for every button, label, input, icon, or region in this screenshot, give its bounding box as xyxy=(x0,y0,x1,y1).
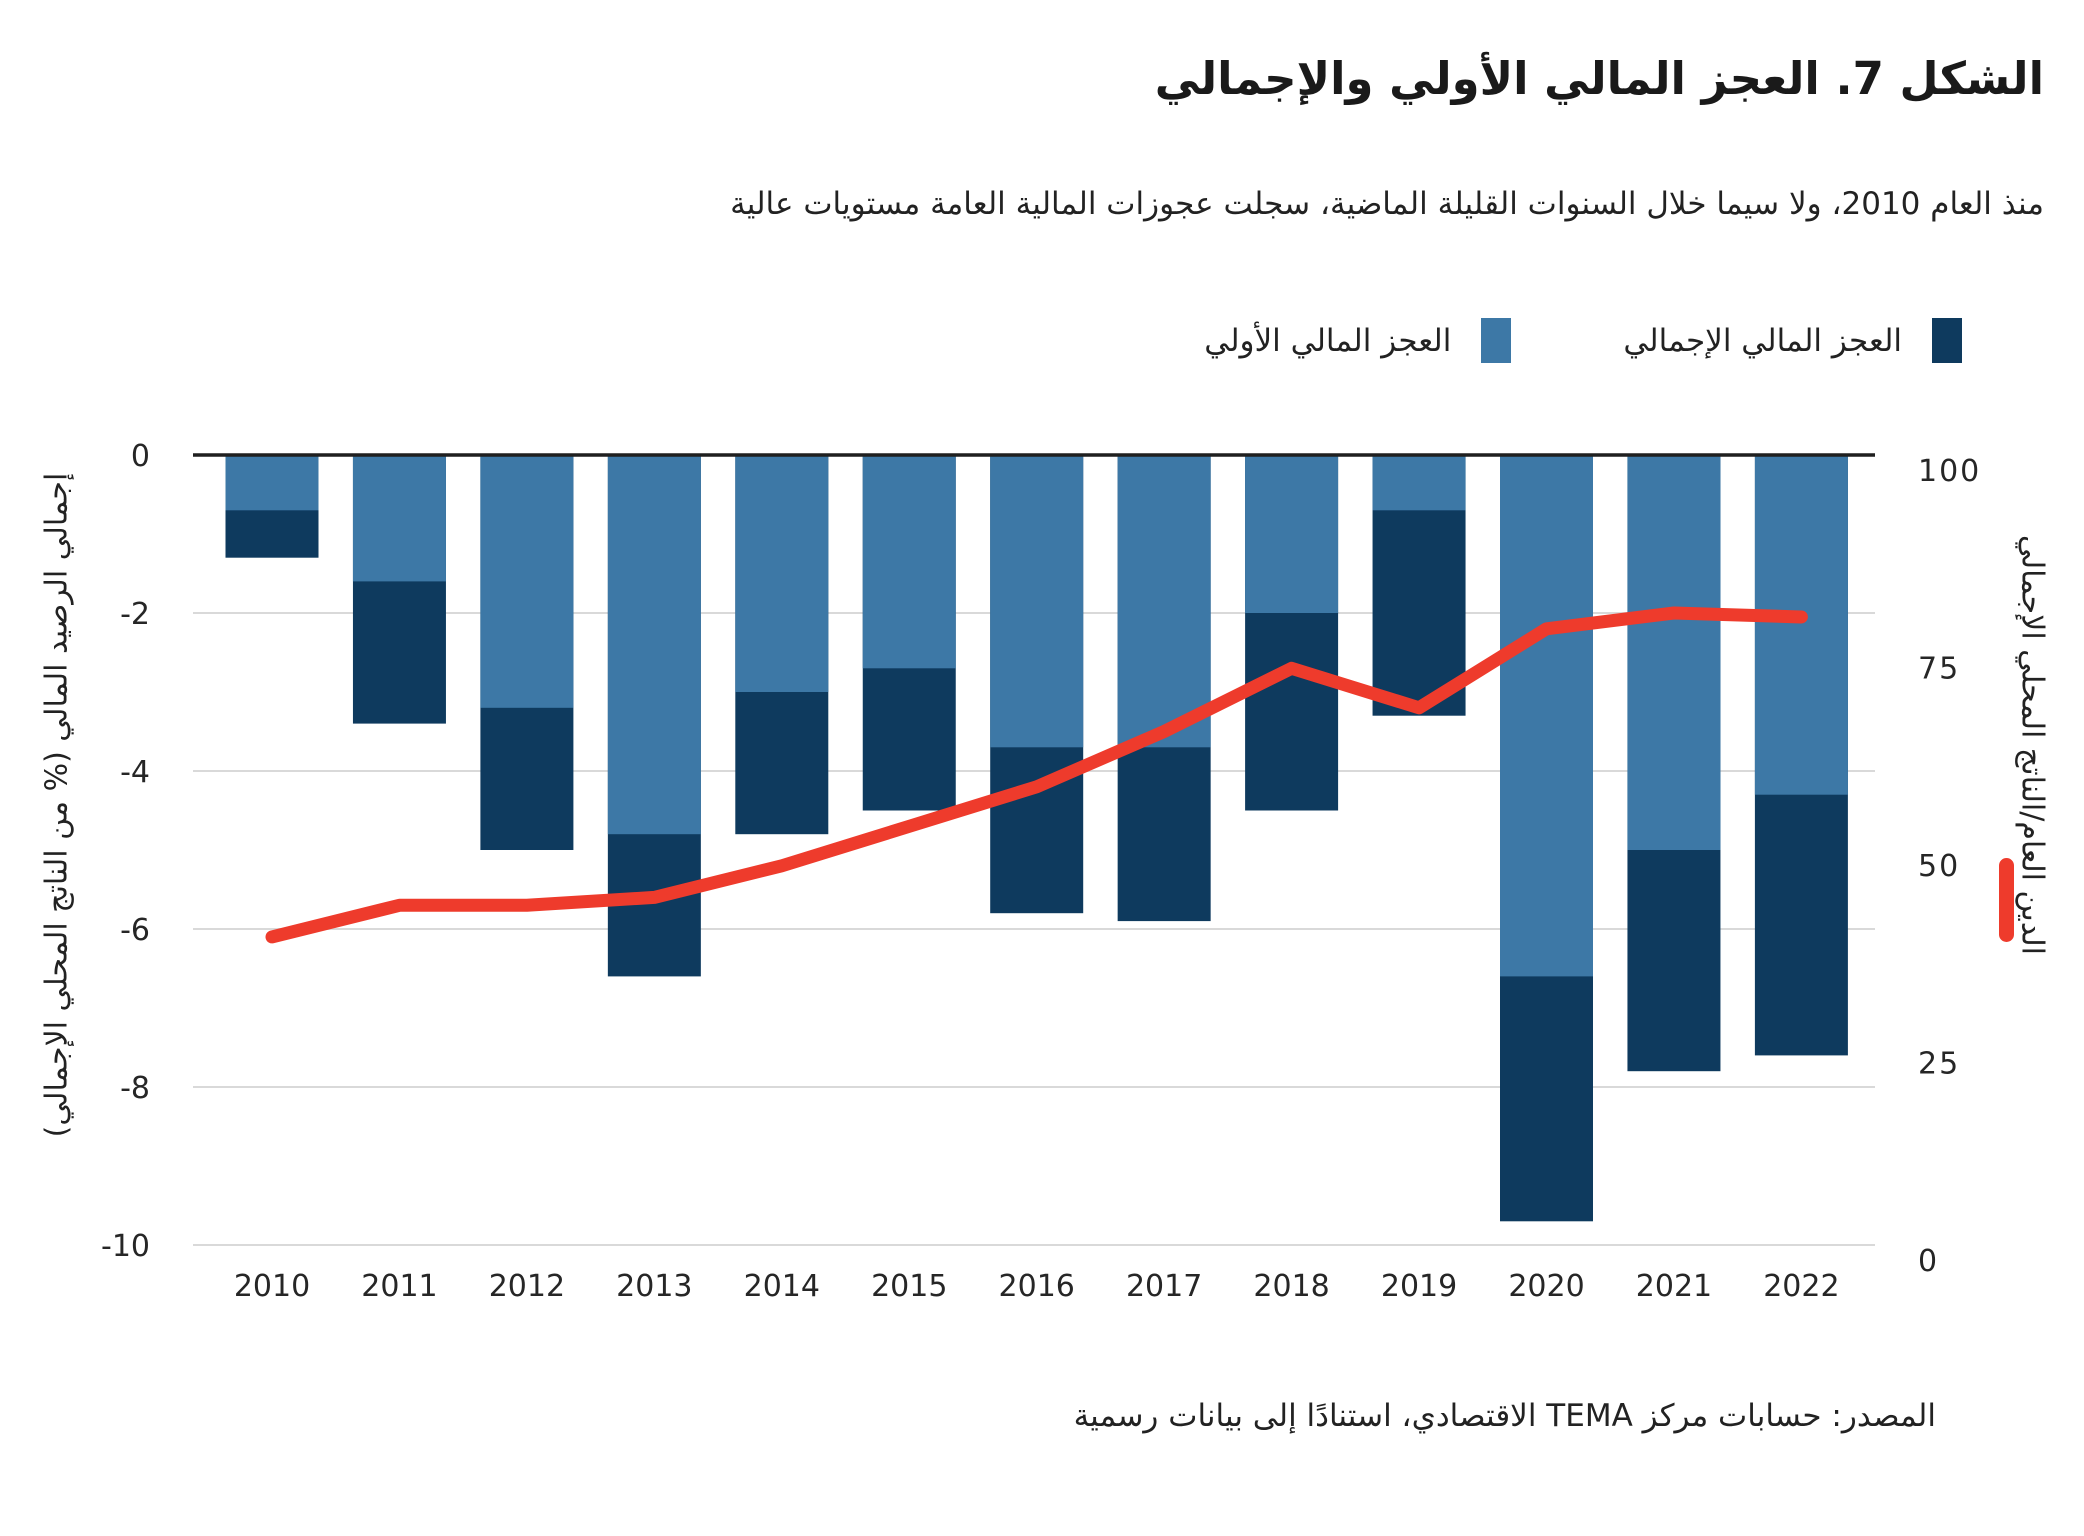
bar-primary-deficit-2020 xyxy=(1500,455,1593,977)
right-axis-label: الدين العام/الناتج المحلي الإجمالي xyxy=(2014,535,2050,955)
right-axis-tick-25: 25 xyxy=(1918,1047,1960,1082)
left-axis-tick--4: -4 xyxy=(120,755,150,790)
right-axis-tick-75: 75 xyxy=(1918,652,1960,687)
bar-primary-deficit-2018 xyxy=(1245,455,1339,613)
left-axis-tick--8: -8 xyxy=(120,1071,150,1106)
bar-primary-deficit-2014 xyxy=(735,455,829,692)
bar-primary-deficit-2011 xyxy=(352,455,446,582)
bar-primary-deficit-2015 xyxy=(862,455,956,669)
figure-subtitle: منذ العام 2010، ولا سيما خلال السنوات ال… xyxy=(730,186,2044,222)
right-axis-tick-50: 50 xyxy=(1918,849,1960,884)
figure-title: الشكل 7. العجز المالي الأولي والإجمالي xyxy=(1154,52,2044,105)
bar-primary-deficit-2017 xyxy=(1117,455,1211,748)
source-note: المصدر: حسابات مركز TEMA الاقتصادي، استن… xyxy=(1073,1398,1936,1434)
bar-primary-deficit-2012 xyxy=(480,455,574,708)
bar-primary-deficit-2013 xyxy=(607,455,701,835)
x-axis-label-2014: 2014 xyxy=(744,1269,820,1304)
x-axis-label-2019: 2019 xyxy=(1381,1269,1457,1304)
x-axis-label-2022: 2022 xyxy=(1763,1269,1839,1304)
legend-item-total-deficit: العجز المالي الإجمالي xyxy=(1623,318,1962,363)
left-axis-tick-0: 0 xyxy=(131,439,150,474)
legend-swatch-total-icon xyxy=(1932,318,1962,363)
left-axis-label: إجمالي الرصيد المالي (% من الناتج المحلي… xyxy=(39,472,75,1138)
x-axis-label-2015: 2015 xyxy=(871,1269,947,1304)
bar-primary-deficit-2021 xyxy=(1627,455,1721,850)
bar-primary-deficit-2010 xyxy=(225,455,319,511)
x-axis-label-2012: 2012 xyxy=(489,1269,565,1304)
legend-label-primary-deficit: العجز المالي الأولي xyxy=(1204,322,1452,359)
bar-primary-deficit-2022 xyxy=(1754,455,1848,795)
left-axis-tick--2: -2 xyxy=(120,597,150,632)
x-axis-label-2013: 2013 xyxy=(616,1269,692,1304)
right-axis-tick-100: 100 xyxy=(1918,454,1981,489)
chart-legend: العجز المالي الإجمالي العجز المالي الأول… xyxy=(1204,318,1962,363)
legend-label-total-deficit: العجز المالي الإجمالي xyxy=(1623,322,1902,359)
right-axis-tick-0: 0 xyxy=(1918,1244,1939,1279)
left-axis-tick--10: -10 xyxy=(101,1229,150,1264)
legend-swatch-primary-icon xyxy=(1481,318,1512,363)
debt-line-legend-mark-icon xyxy=(1999,858,2014,942)
bar-primary-deficit-2016 xyxy=(990,455,1084,748)
x-axis-label-2017: 2017 xyxy=(1126,1269,1202,1304)
left-axis-tick--6: -6 xyxy=(120,913,150,948)
legend-item-primary-deficit: العجز المالي الأولي xyxy=(1204,318,1512,363)
x-axis-label-2021: 2021 xyxy=(1636,1269,1712,1304)
x-axis-label-2016: 2016 xyxy=(999,1269,1075,1304)
bar-primary-deficit-2019 xyxy=(1372,455,1466,511)
x-axis-label-2020: 2020 xyxy=(1508,1269,1584,1304)
x-axis-label-2011: 2011 xyxy=(361,1269,437,1304)
x-axis-label-2018: 2018 xyxy=(1253,1269,1329,1304)
x-axis-label-2010: 2010 xyxy=(234,1269,310,1304)
debt-to-gdp-line xyxy=(265,606,1808,944)
